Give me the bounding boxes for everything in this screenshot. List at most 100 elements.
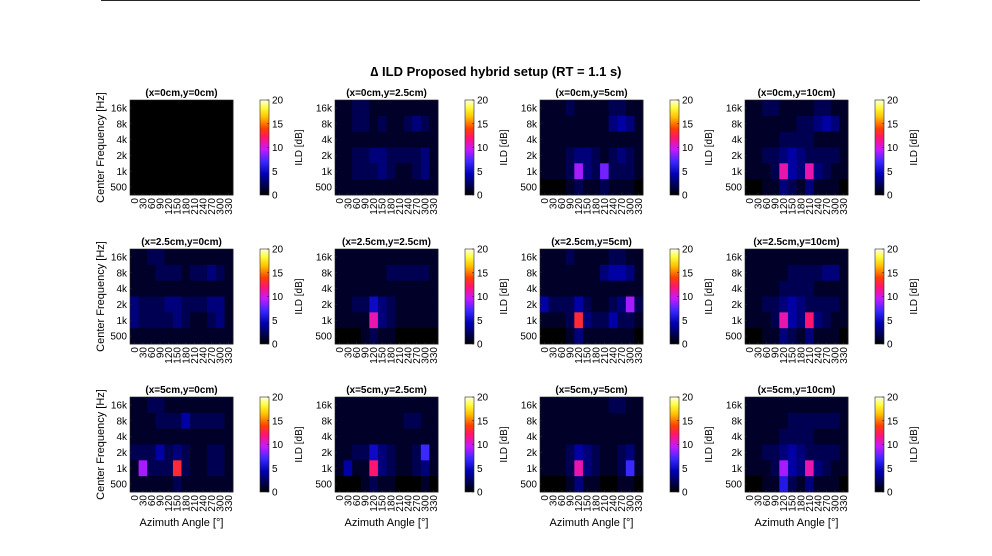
heatmap-cell <box>420 428 430 445</box>
x-tick-label: 0 <box>745 198 756 204</box>
heatmap-cell <box>360 163 370 180</box>
heatmap-cell <box>600 312 610 329</box>
colorbar-tick-label: 10 <box>887 292 899 303</box>
x-tick-label: 180 <box>591 495 602 512</box>
heatmap-cell <box>207 312 217 329</box>
heatmap-cell <box>582 131 592 148</box>
colorbar-label: ILD [dB] <box>499 129 510 165</box>
x-tick-label: 240 <box>404 198 415 215</box>
x-tick-label: 0 <box>540 347 551 353</box>
heatmap-cell <box>360 264 370 282</box>
heatmap-cell <box>377 163 387 180</box>
x-tick-label: 120 <box>369 495 380 512</box>
panel-title: (x=0cm,y=0cm) <box>145 88 217 99</box>
heatmap-cell <box>190 428 200 445</box>
x-tick-label: 90 <box>771 198 782 210</box>
x-tick-label: 330 <box>224 347 235 364</box>
heatmap-cell <box>796 264 806 282</box>
heatmap-cell <box>745 163 754 180</box>
heatmap-cell <box>403 147 413 164</box>
heatmap-cell <box>395 296 405 313</box>
heatmap-cell <box>198 444 208 461</box>
heatmap-cell <box>830 476 840 493</box>
heatmap-cell <box>130 444 139 461</box>
heatmap-cell <box>805 296 815 313</box>
heatmap-cell <box>420 476 430 493</box>
heatmap-cell <box>352 444 362 461</box>
heatmap-cell <box>582 476 592 493</box>
heatmap-cell <box>779 460 789 477</box>
heatmap-cell <box>138 147 148 164</box>
x-tick-label: 300 <box>831 198 842 215</box>
y-tick-label: 4k <box>116 135 128 146</box>
heatmap-cell <box>617 264 627 282</box>
colorbar-tick-label: 15 <box>682 416 694 427</box>
heatmap-cell <box>753 476 763 493</box>
heatmap-cell <box>172 476 182 493</box>
colorbar-tick-label: 10 <box>887 440 899 451</box>
heatmap-cell <box>762 179 772 196</box>
heatmap-cell <box>352 476 362 493</box>
panel-axes-box <box>129 248 234 345</box>
heatmap-cell <box>548 428 558 445</box>
heatmap-cell <box>762 460 772 477</box>
heatmap-cell <box>360 444 370 461</box>
heatmap-cell <box>181 163 191 180</box>
x-tick-label: 270 <box>617 198 628 215</box>
heatmap-cell <box>172 280 182 297</box>
y-tick-label: 16k <box>111 400 128 411</box>
heatmap-cell <box>839 147 849 164</box>
x-tick-label: 0 <box>130 347 141 353</box>
x-tick-label: 0 <box>130 198 141 204</box>
x-tick-label: 330 <box>839 347 850 364</box>
y-tick-label: 1k <box>116 167 128 178</box>
x-tick-label: 60 <box>352 495 363 507</box>
x-tick-label: 240 <box>814 198 825 215</box>
x-tick-label: 240 <box>199 198 210 215</box>
x-tick-label: 210 <box>190 347 201 364</box>
heatmap-cell <box>574 428 584 445</box>
heatmap-cell <box>548 412 558 430</box>
heatmap-cell <box>779 296 789 313</box>
heatmap-cell <box>625 163 635 180</box>
heatmap-cell <box>369 163 379 180</box>
heatmap-cell <box>762 397 772 414</box>
heatmap-cell <box>830 264 840 282</box>
heatmap-cell <box>207 476 217 493</box>
heatmap-cell <box>548 296 558 313</box>
colorbar-tick-label: 20 <box>477 96 489 107</box>
heatmap-cell <box>412 131 422 148</box>
heatmap-cell <box>608 264 618 282</box>
heatmap-cell <box>796 412 806 430</box>
y-tick-label: 1k <box>731 464 743 475</box>
heatmap-cell <box>540 412 549 430</box>
heatmap-cell <box>412 280 422 297</box>
heatmap-cell <box>787 163 797 180</box>
heatmap-cell <box>352 280 362 297</box>
heatmap-cell <box>830 460 840 477</box>
heatmap-cell <box>540 249 549 266</box>
y-tick-label: 16k <box>316 103 333 114</box>
heatmap-cell <box>420 147 430 164</box>
heatmap-cell <box>770 296 780 313</box>
colorbar-tick-label: 20 <box>682 96 694 107</box>
heatmap-cell <box>164 249 174 266</box>
heatmap-cell <box>591 179 601 196</box>
heatmap-cell <box>591 428 601 445</box>
y-tick-label: 1k <box>321 316 333 327</box>
heatmap-cell <box>386 328 396 345</box>
heatmap-cell <box>386 412 396 430</box>
heatmap-cell <box>762 428 772 445</box>
heatmap-cell <box>617 476 627 493</box>
heatmap-cell <box>198 249 208 266</box>
colorbar-tick-label: 20 <box>272 96 284 107</box>
heatmap-cell <box>369 179 379 196</box>
colorbar-tick-label: 15 <box>887 268 899 279</box>
heatmap-cell <box>822 179 832 196</box>
heatmap-cell <box>360 249 370 266</box>
heatmap-cell <box>745 280 754 297</box>
x-tick-label: 30 <box>343 495 354 507</box>
heatmap-cell <box>215 312 225 329</box>
heatmap-cell <box>224 412 234 430</box>
heatmap-cell <box>420 444 430 461</box>
